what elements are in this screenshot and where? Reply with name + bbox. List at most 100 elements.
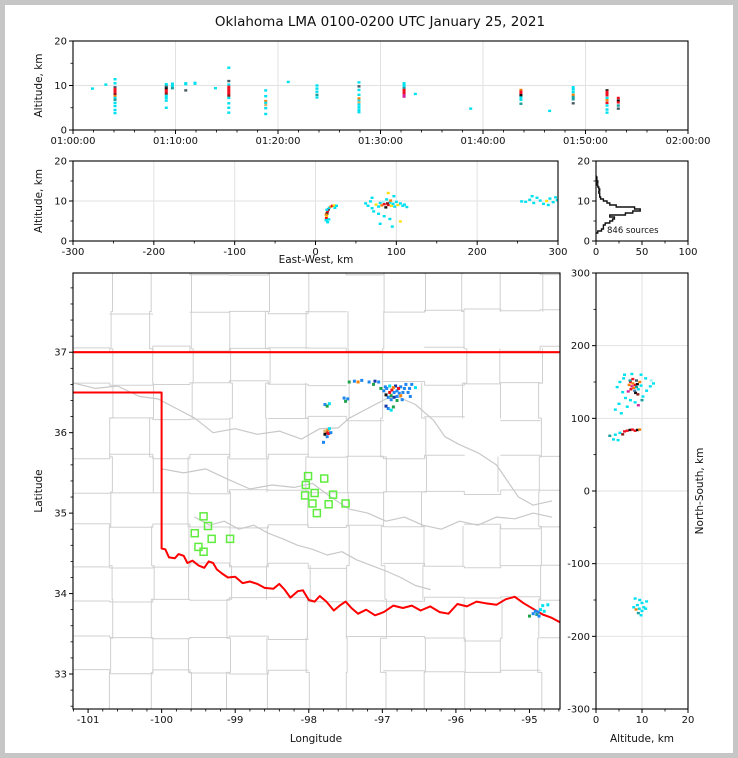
lma-station-marker: [190, 528, 199, 538]
ew-alt-point: [324, 213, 328, 216]
time-alt-point: [605, 89, 609, 92]
ns-alt-point: [637, 607, 641, 610]
time-alt-point: [357, 103, 361, 106]
time-panel-ytick-label: 10: [54, 81, 67, 92]
ew-alt-point: [535, 196, 539, 199]
map-source-point: [389, 398, 393, 402]
county-line: [423, 273, 427, 312]
hist-panel-xtick-label: 100: [678, 247, 697, 258]
map-source-point: [395, 389, 399, 393]
ns-alt-point: [636, 611, 640, 615]
hist-panel-xtick-label: 50: [636, 247, 649, 258]
map-source-point: [391, 405, 395, 409]
ns-alt-point: [623, 396, 627, 400]
county-line: [73, 489, 560, 495]
time-alt-point: [164, 99, 168, 102]
map-source-point: [527, 614, 531, 618]
time-alt-point: [519, 96, 523, 99]
map-source-point: [342, 396, 346, 400]
time-alt-point: [315, 84, 319, 87]
time-alt-point: [519, 102, 523, 105]
ew-panel-xtick-label: 0: [312, 247, 318, 258]
time-alt-point: [170, 84, 174, 88]
lma-station-marker: [341, 499, 350, 508]
ns-alt-point: [613, 408, 617, 411]
county-line: [499, 348, 501, 419]
time-alt-point: [605, 108, 609, 111]
map-panel-xtick-label: -99: [227, 715, 243, 726]
county-line: [379, 273, 387, 709]
county-line: [266, 525, 268, 600]
time-panel-ytick-label: 0: [61, 126, 67, 137]
ew-alt-point: [364, 202, 368, 205]
ns-alt-point: [635, 428, 639, 432]
map-source-point: [344, 399, 348, 403]
time-alt-point: [605, 96, 609, 100]
time-alt-point: [227, 83, 231, 86]
ew-alt-point: [370, 207, 374, 210]
map-source-point: [377, 380, 381, 384]
map-source-point: [329, 431, 333, 435]
time-alt-point: [227, 94, 231, 97]
ns-alt-point: [642, 606, 646, 609]
time-alt-point: [315, 87, 319, 90]
map-source-point: [386, 407, 390, 411]
lma-station-marker: [207, 534, 216, 544]
map-source-point: [401, 390, 405, 394]
hist-panel-ytick-label: 20: [577, 157, 590, 168]
county-line: [149, 273, 154, 493]
time-alt-point: [113, 82, 117, 85]
map-panel-ytick-label: 33: [54, 670, 67, 681]
lma-station-marker: [324, 500, 333, 509]
ns-alt-point: [636, 388, 640, 391]
ns-alt-point: [619, 412, 623, 415]
ew-alt-point: [382, 215, 386, 218]
ns-panel-ytick-label: 200: [571, 341, 590, 352]
ew-alt-point: [528, 198, 532, 201]
time-alt-point: [113, 91, 117, 94]
ew-alt-point: [396, 203, 400, 207]
map-source-point: [390, 388, 394, 392]
county-line: [187, 456, 190, 600]
time-alt-point: [90, 87, 94, 90]
ew-panel-xtick-label: 100: [387, 247, 406, 258]
map-source-point: [356, 380, 360, 384]
map-source-point: [408, 394, 412, 398]
map-source-point: [404, 382, 408, 386]
ew-alt-point: [393, 205, 397, 208]
time-alt-point: [519, 92, 523, 95]
map-source-point: [327, 427, 331, 431]
sources-count-annotation: 846 sources: [607, 226, 659, 236]
ns-panel-ylabel: North-South, km: [694, 448, 706, 535]
ns-alt-point: [625, 405, 629, 408]
map-source-point: [536, 610, 540, 614]
map-source-point: [399, 394, 403, 398]
map-source-point: [399, 385, 403, 389]
time-alt-point: [227, 66, 231, 69]
time-alt-point: [402, 83, 406, 86]
map-source-point: [386, 395, 390, 399]
time-alt-point: [357, 81, 361, 84]
map-xlabel: Longitude: [290, 733, 342, 745]
time-alt-point: [164, 87, 168, 90]
ns-alt-point: [621, 390, 625, 394]
ns-scatter-group: [608, 372, 655, 617]
lma-station-marker: [199, 512, 208, 521]
ew-alt-point: [385, 202, 389, 205]
time-scatter-group: [90, 66, 620, 116]
map-source-point: [327, 402, 331, 406]
ns-alt-point: [652, 382, 655, 385]
county-line: [73, 453, 465, 460]
ns-panel-ytick-label: 300: [571, 269, 590, 280]
ew-alt-point: [324, 216, 328, 219]
ew-panel-ylabel: Altitude, km: [33, 169, 45, 233]
ns-alt-point: [645, 389, 649, 392]
time-alt-point: [402, 88, 406, 92]
ew-alt-point: [326, 210, 330, 213]
ns-alt-point: [634, 385, 638, 389]
time-alt-point: [605, 111, 609, 114]
ew-scatter-group: [324, 191, 558, 228]
ew-panel-ytick-label: 10: [54, 197, 67, 208]
time-alt-point: [164, 84, 168, 87]
map-source-point: [324, 431, 328, 435]
